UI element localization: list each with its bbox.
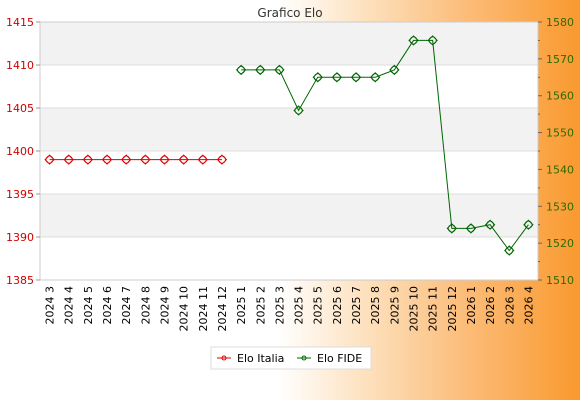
data-point-marker-ring [505,246,514,255]
left-axis-tick-label: 1400 [6,145,34,158]
data-point-marker-ring [447,224,456,233]
left-axis-tick-label: 1385 [6,274,34,287]
data-point-marker-ring [332,73,341,82]
x-axis-tick-label: 2026 3 [503,286,516,325]
right-axis-tick-label: 1540 [546,163,574,176]
left-axis-tick-label: 1405 [6,102,34,115]
x-axis-tick-label: 2024 9 [159,286,172,325]
x-axis-tick-label: 2025 5 [312,286,325,325]
data-point-marker-ring [160,155,169,164]
x-axis-tick-label: 2025 3 [273,286,286,325]
data-point-marker-ring [198,155,207,164]
right-axis-tick-label: 1550 [546,127,574,140]
data-point-marker-ring [428,36,437,45]
data-point-marker-ring [466,224,475,233]
data-point-marker-ring [103,155,112,164]
data-point-marker-ring [524,220,533,229]
x-axis-tick-label: 2025 6 [331,286,344,325]
left-axis-tick-label: 1415 [6,16,34,29]
x-axis-tick-label: 2024 5 [82,286,95,325]
x-axis-tick-label: 2025 10 [408,286,421,332]
x-axis-tick-label: 2026 1 [465,286,478,325]
data-point-marker-ring [390,65,399,74]
x-axis-tick-label: 2025 12 [446,286,459,332]
data-point-marker-ring [141,155,150,164]
x-axis-tick-label: 2026 4 [522,286,535,325]
x-axis-tick-label: 2024 7 [120,286,133,325]
x-axis-tick-label: 2024 4 [63,286,76,325]
right-axis-tick-label: 1510 [546,274,574,287]
legend-label: Elo FIDE [317,352,362,365]
x-axis-tick-label: 2024 11 [197,286,210,332]
data-point-marker-ring [409,36,418,45]
x-axis-tick-label: 2025 7 [350,286,363,325]
x-axis-tick-label: 2024 12 [216,286,229,332]
data-point-marker-ring [313,73,322,82]
legend-marker [221,355,227,361]
data-point-marker-ring [83,155,92,164]
left-axis-tick-label: 1410 [6,59,34,72]
data-point-marker-ring [486,220,495,229]
data-point-marker-ring [217,155,226,164]
x-axis-tick-label: 2025 1 [235,286,248,325]
right-axis-tick-label: 1560 [546,90,574,103]
legend-marker [301,355,307,361]
data-point-marker-ring [256,65,265,74]
grid-band [40,237,538,280]
grid-band [40,108,538,151]
data-point-marker-ring [352,73,361,82]
data-point-marker-ring [294,106,303,115]
x-axis-tick-label: 2025 2 [254,286,267,325]
legend-label: Elo Italia [237,352,284,365]
right-axis-tick-label: 1570 [546,53,574,66]
grid-band [40,65,538,108]
data-point-marker-ring [237,65,246,74]
x-axis-tick-label: 2024 3 [44,286,57,325]
legend-box [210,346,372,370]
data-point-marker-ring [122,155,131,164]
series-line-1 [241,39,529,252]
x-axis-tick-label: 2024 10 [178,286,191,332]
x-axis-tick-label: 2025 9 [388,286,401,325]
right-axis-tick-label: 1520 [546,237,574,250]
grid-band [40,151,538,194]
x-axis-tick-label: 2025 4 [293,286,306,325]
data-point-marker-ring [64,155,73,164]
left-axis-tick-label: 1390 [6,231,34,244]
data-point-marker-ring [275,65,284,74]
right-axis-tick-label: 1530 [546,200,574,213]
left-axis-tick-label: 1395 [6,188,34,201]
grid-band [40,22,538,65]
x-axis-tick-label: 2024 8 [139,286,152,325]
x-axis-tick-label: 2025 8 [369,286,382,325]
x-axis-tick-label: 2026 2 [484,286,497,325]
data-point-marker-ring [371,73,380,82]
data-point-marker-ring [179,155,188,164]
x-axis-tick-label: 2024 6 [101,286,114,325]
grid-band [40,194,538,237]
x-axis-tick-label: 2025 11 [427,286,440,332]
chart-title: Grafico Elo [257,6,322,20]
right-axis-tick-label: 1580 [546,16,574,29]
data-point-marker-ring [45,155,54,164]
